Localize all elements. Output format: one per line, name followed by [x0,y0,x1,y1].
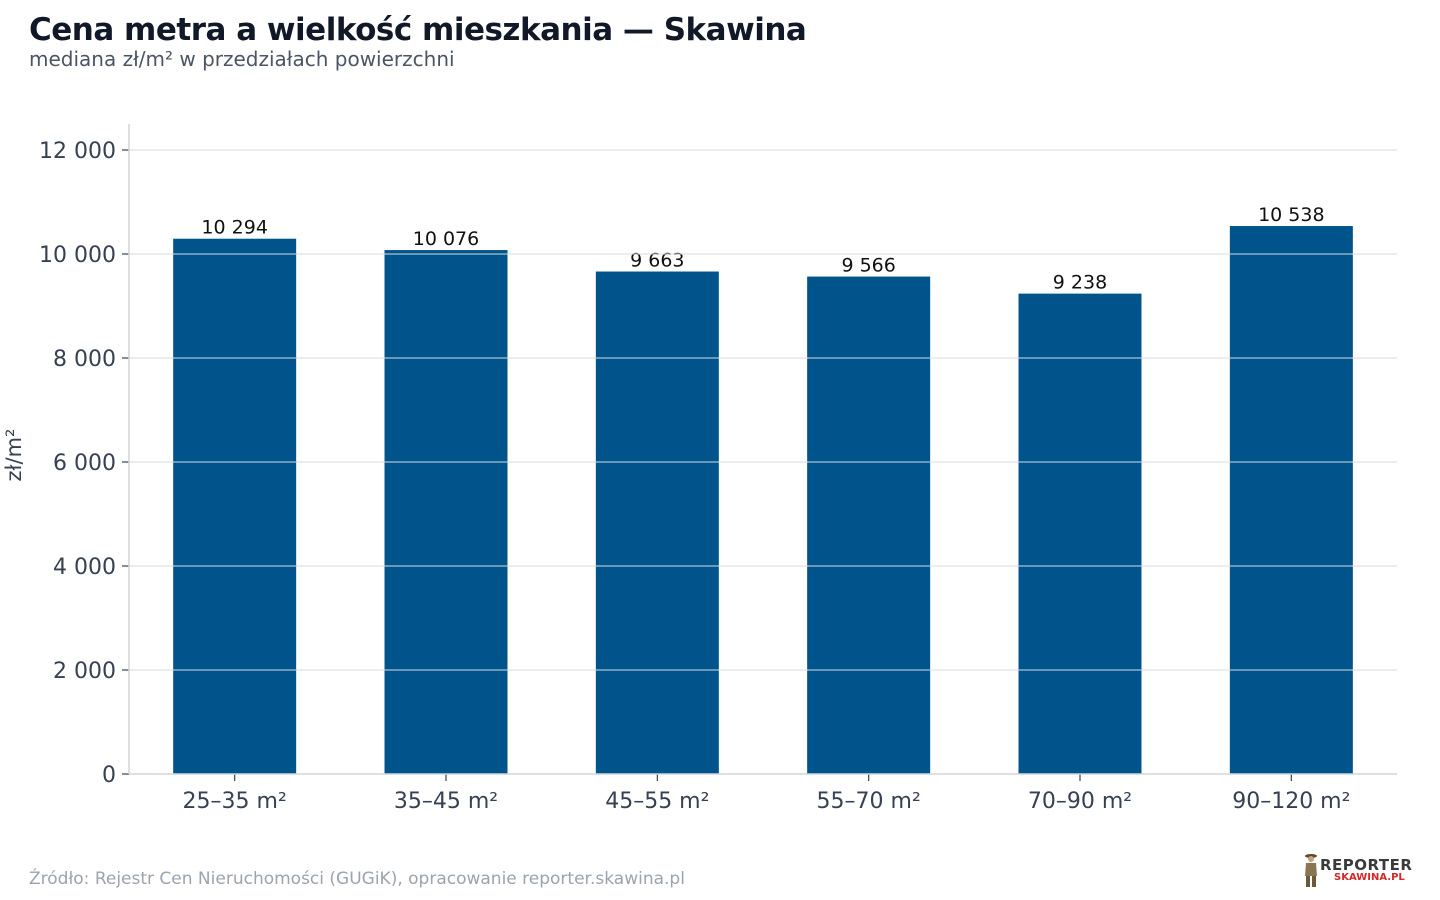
reporter-figure-icon [1305,854,1317,887]
y-tick-label: 8 000 [53,347,116,372]
bar-value-label: 10 294 [201,217,267,239]
x-tick-label: 45–55 m² [605,789,709,814]
bar [384,250,508,775]
bar [807,276,931,774]
bar [1229,226,1353,775]
y-tick-label: 10 000 [39,243,116,268]
bar [595,271,719,774]
x-tick-label: 55–70 m² [817,789,921,814]
y-tick-label: 12 000 [39,139,116,164]
y-tick-label: 6 000 [53,451,116,476]
y-tick-label: 0 [102,763,116,788]
bar [1018,293,1142,774]
y-tick-label: 4 000 [53,555,116,580]
bar-value-label: 9 566 [841,255,895,277]
x-tick-label: 35–45 m² [394,789,498,814]
y-tick-label: 2 000 [53,659,116,684]
x-tick-label: 90–120 m² [1232,789,1350,814]
chart-title: Cena metra a wielkość mieszkania — Skawi… [29,12,807,48]
bar [173,238,297,774]
x-tick-label: 70–90 m² [1028,789,1132,814]
bar-value-label: 10 076 [413,228,479,250]
bar-value-label: 10 538 [1258,204,1324,226]
bar-value-label: 9 238 [1053,272,1107,294]
logo-text-top: REPORTER [1320,856,1413,874]
source-note: Źródło: Rejestr Cen Nieruchomości (GUGiK… [29,869,685,889]
bar-value-label: 9 663 [630,250,684,272]
logo-text-bottom: SKAWINA.PL [1334,872,1405,883]
chart-subtitle: mediana zł/m² w przedziałach powierzchni [29,47,455,71]
x-tick-label: 25–35 m² [183,789,287,814]
reporter-skawina-logo: REPORTER SKAWINA.PL [1300,850,1412,890]
